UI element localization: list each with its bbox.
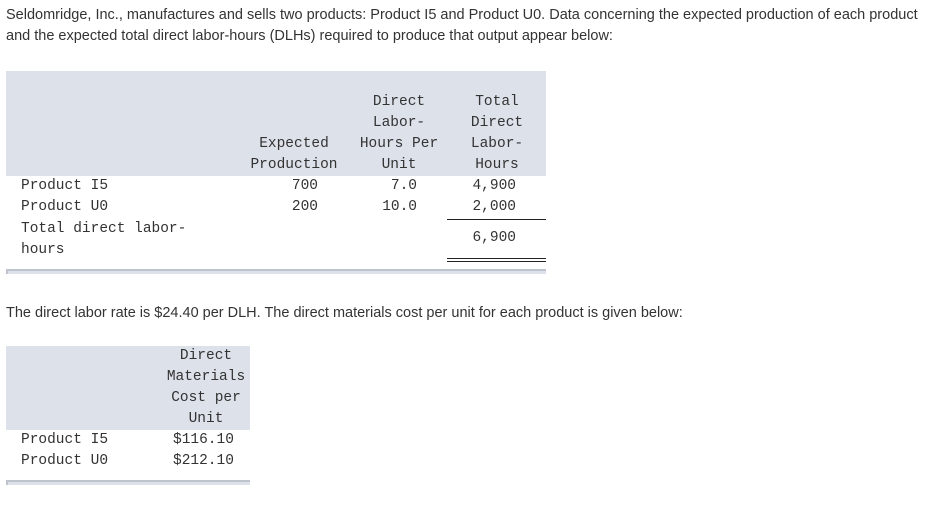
- labor-table-header-bg: [6, 71, 546, 176]
- row-label-product-i5: Product I5: [21, 178, 109, 194]
- labor-table-scrollbar: [6, 269, 546, 274]
- cell-total-i5: 4,900: [472, 178, 516, 194]
- header-hours-per-unit: Direct Labor- Hours Per Unit: [359, 94, 439, 173]
- labor-hours-table: Expected Production Direct Labor- Hours …: [6, 71, 546, 276]
- materials-table-header-bg: [6, 346, 250, 430]
- materials-table-scrollbar: [6, 480, 250, 485]
- total-row-label: Total direct labor- hours: [21, 221, 187, 258]
- subtotal-rule: [447, 219, 546, 220]
- cell-total-hours: 6,900: [472, 230, 516, 246]
- total-double-rule-bottom: [447, 261, 546, 262]
- intro-paragraph: Seldomridge, Inc., manufactures and sell…: [6, 7, 918, 44]
- mat-cost-u0: $212.10: [173, 453, 234, 469]
- mat-row-label-product-u0: Product U0: [21, 453, 109, 469]
- mat-cost-i5: $116.10: [173, 432, 234, 448]
- row-label-product-u0: Product U0: [21, 199, 109, 215]
- header-expected-production: Expected Production: [250, 136, 338, 173]
- cell-hours-per-unit-u0: 10.0: [382, 199, 417, 215]
- cell-production-i5: 700: [291, 178, 318, 194]
- mat-row-label-product-i5: Product I5: [21, 432, 109, 448]
- cell-hours-per-unit-i5: 7.0: [390, 178, 417, 194]
- materials-cost-table: Direct Materials Cost per Unit Product I…: [6, 346, 250, 489]
- header-materials-cost: Direct Materials Cost per Unit: [166, 348, 246, 427]
- total-double-rule-top: [447, 258, 546, 259]
- cell-production-u0: 200: [291, 199, 318, 215]
- header-total-hours: Total Direct Labor- Hours: [470, 94, 524, 173]
- cell-total-u0: 2,000: [472, 199, 516, 215]
- labor-rate-paragraph: The direct labor rate is $24.40 per DLH.…: [6, 305, 683, 321]
